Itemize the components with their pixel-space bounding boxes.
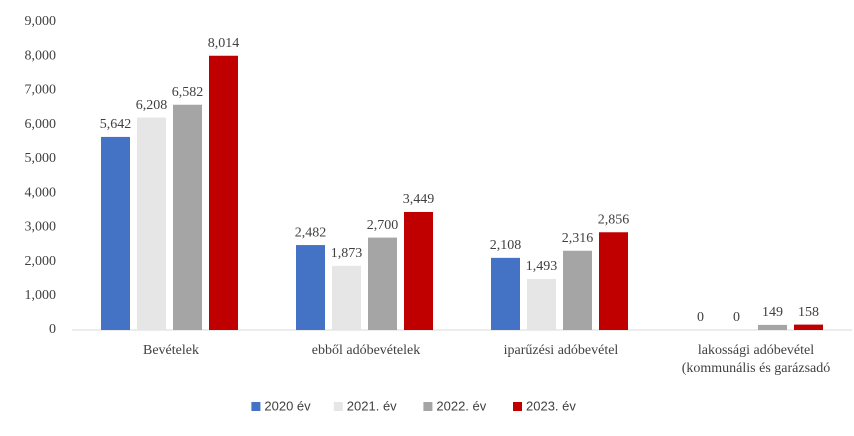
data-label: 1,493: [526, 259, 558, 274]
legend-label: 2022. év: [436, 398, 486, 413]
data-label: 0: [733, 310, 740, 325]
x-tick-label: lakossági adóbevétel (kommunális és gará…: [681, 343, 831, 376]
y-tick-label: 2,000: [25, 254, 57, 269]
legend-swatch: [333, 402, 343, 411]
bar: [296, 245, 325, 330]
data-label: 2,700: [367, 218, 399, 233]
data-label: 2,856: [598, 212, 630, 227]
data-label: 1,873: [331, 246, 363, 261]
y-tick-label: 0: [49, 322, 56, 337]
data-label: 3,449: [403, 192, 435, 207]
data-label: 2,108: [490, 238, 522, 253]
bar: [173, 104, 202, 331]
y-tick-label: 3,000: [25, 220, 57, 235]
bar: [599, 232, 628, 330]
legend-label: 2023. év: [526, 398, 576, 413]
data-label: 6,582: [172, 85, 204, 100]
data-label: 158: [798, 305, 819, 320]
legend-swatch: [513, 402, 522, 411]
bar: [332, 265, 361, 330]
data-label: 0: [697, 310, 704, 325]
bar: [527, 278, 556, 330]
bar: [101, 136, 130, 330]
y-tick-label: 5,000: [25, 151, 57, 166]
bar: [209, 55, 238, 331]
data-label: 149: [762, 305, 783, 320]
legend-label: 2021. év: [347, 398, 397, 413]
bar: [758, 324, 787, 330]
y-tick-label: 4,000: [25, 185, 57, 200]
y-tick-label: 6,000: [25, 117, 57, 132]
data-label: 8,014: [208, 36, 240, 51]
bar: [563, 250, 592, 330]
bar: [404, 211, 433, 330]
bar: [137, 117, 166, 330]
x-tick-label: iparűzési adóbevétel: [503, 343, 619, 358]
y-tick-label: 9,000: [25, 14, 57, 29]
y-tick-label: 8,000: [25, 48, 57, 63]
y-tick-label: 7,000: [25, 83, 57, 98]
legend-label: 2020 év: [264, 398, 311, 413]
legend-swatch: [423, 402, 433, 411]
data-label: 2,482: [295, 225, 327, 240]
data-label: 5,642: [100, 117, 132, 132]
data-label: 6,208: [136, 98, 168, 113]
bar: [794, 324, 823, 330]
y-tick-label: 1,000: [25, 288, 57, 303]
x-tick-label: Bevételek: [143, 343, 199, 358]
bar: [491, 257, 520, 330]
legend-swatch: [251, 402, 261, 411]
data-label: 2,316: [562, 231, 594, 246]
x-tick-label: ebből adóbevételek: [311, 343, 421, 358]
bar: [368, 237, 397, 330]
